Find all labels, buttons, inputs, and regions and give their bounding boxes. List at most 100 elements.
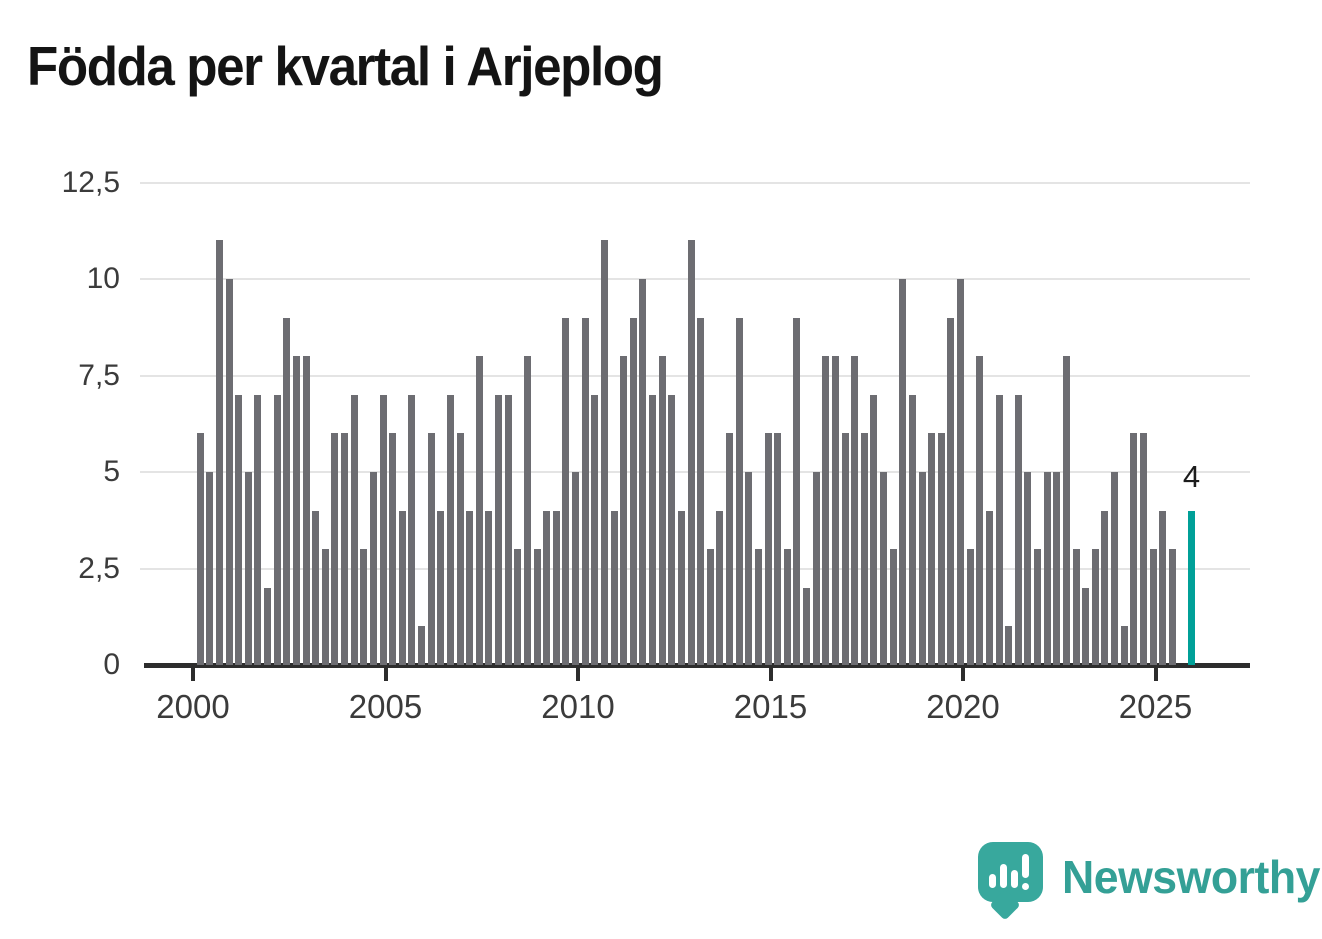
logo-speech-bubble-icon [978,842,1043,921]
logo-exclamation-icon [1022,854,1029,878]
bar-2018-Q1 [889,549,897,665]
bar-2025-Q1 [1159,510,1167,665]
bar-2016-Q4 [841,433,849,665]
bar-2017-Q2 [860,433,868,665]
bar-2009-Q1 [543,510,551,665]
bar-2024-Q3 [1139,433,1147,665]
bar-2001-Q3 [254,394,262,665]
bar-2007-Q1 [466,510,474,665]
bar-2005-Q1 [389,433,397,665]
bar-2021-Q3 [1024,472,1032,665]
bar-2019-Q1 [928,433,936,665]
bar-2012-Q2 [668,394,676,665]
bar-2020-Q1 [966,549,974,665]
x-tick-mark-2025 [1153,668,1158,681]
bar-2002-Q2 [283,317,291,665]
bar-2010-Q3 [600,240,608,665]
bar-2003-Q1 [312,510,320,665]
bar-2013-Q4 [726,433,733,665]
bar-2006-Q4 [456,433,464,665]
gridline-12,5 [140,181,1250,184]
bar-2010-Q1 [581,317,589,665]
x-tick-label-2020: 2020 [926,688,1000,725]
logo-chart-bar-icon [989,874,996,888]
bar-2023-Q1 [1082,587,1090,665]
bar-2017-Q1 [851,356,859,665]
x-tick-mark-2015 [768,668,773,681]
bar-2009-Q4 [572,472,579,665]
logo-chart-bar-icon [1000,864,1007,888]
bar-2024-Q2 [1130,433,1138,665]
latest-value-label: 4 [1182,458,1201,494]
bar-2016-Q3 [831,356,839,665]
bar-2022-Q3 [1062,356,1070,665]
y-tick-label-2,5: 2,5 [78,551,120,585]
bar-2014-Q3 [754,549,762,665]
x-tick-label-2015: 2015 [733,688,808,725]
bar-2022-Q2 [1053,472,1061,665]
bar-2018-Q4 [918,472,926,665]
bar-2012-Q1 [658,356,666,665]
bar-2017-Q3 [870,394,878,665]
bar-2008-Q2 [514,549,522,665]
bar-2019-Q2 [937,433,945,665]
bar-2003-Q3 [331,433,339,665]
bar-2018-Q3 [908,394,916,665]
bar-2000-Q3 [215,240,223,665]
x-tick-label-2005: 2005 [348,688,423,725]
bar-2015-Q1 [774,433,782,665]
bar-2002-Q3 [292,356,300,665]
newsworthy-logo: Newsworthy [978,842,1320,921]
bar-2003-Q2 [321,549,329,665]
bar-2007-Q2 [475,356,483,665]
bar-2005-Q3 [408,394,416,665]
logo-chart-bar-icon [1011,870,1018,888]
bar-2015-Q4 [803,587,810,665]
bar-2023-Q3 [1101,510,1109,665]
y-tick-label-10: 10 [86,262,120,295]
logo-exclamation-dot [1022,883,1029,890]
bar-2023-Q4 [1111,472,1118,665]
chart-title: Födda per kvartal i Arjeplog [27,35,664,97]
bar-2017-Q4 [880,472,887,665]
bar-2001-Q4 [264,587,271,665]
x-tick-label-2010: 2010 [541,688,615,725]
bar-2020-Q3 [985,510,993,665]
latest-bar-2025-Q4 [1188,510,1195,665]
bar-2005-Q4 [418,626,425,665]
x-tick-mark-2005 [383,668,388,681]
gridline-7,5 [140,374,1250,377]
x-tick-label-2025: 2025 [1118,688,1193,725]
bar-2021-Q4 [1034,549,1041,665]
bar-2008-Q3 [523,356,531,665]
y-tick-label-7,5: 7,5 [78,358,120,392]
bar-2006-Q2 [437,510,445,665]
bar-2004-Q3 [369,472,377,665]
x-tick-mark-2010 [576,668,580,681]
y-tick-label-12,5: 12,5 [61,165,120,199]
bar-2013-Q3 [716,510,724,665]
bar-2002-Q1 [273,394,281,665]
bar-2011-Q3 [639,279,647,665]
bar-2004-Q2 [360,549,368,665]
bar-2015-Q3 [793,317,801,665]
bar-2005-Q2 [398,510,406,665]
bar-2018-Q2 [899,279,907,665]
bar-2013-Q1 [697,317,705,665]
bar-2007-Q4 [495,394,502,665]
x-tick-label-2000: 2000 [156,688,230,725]
bar-2024-Q4 [1149,549,1157,665]
bar-2021-Q2 [1014,394,1022,665]
bar-2002-Q4 [302,356,310,665]
bar-2023-Q2 [1091,549,1099,665]
bar-2014-Q2 [745,472,753,665]
bar-2016-Q2 [822,356,830,665]
bar-2020-Q4 [995,394,1003,665]
bar-2014-Q1 [735,317,743,665]
bar-2014-Q4 [764,433,772,665]
bar-2024-Q1 [1120,626,1128,665]
bar-2001-Q2 [244,472,252,665]
bar-2006-Q3 [446,394,454,665]
bar-2012-Q3 [677,510,685,665]
